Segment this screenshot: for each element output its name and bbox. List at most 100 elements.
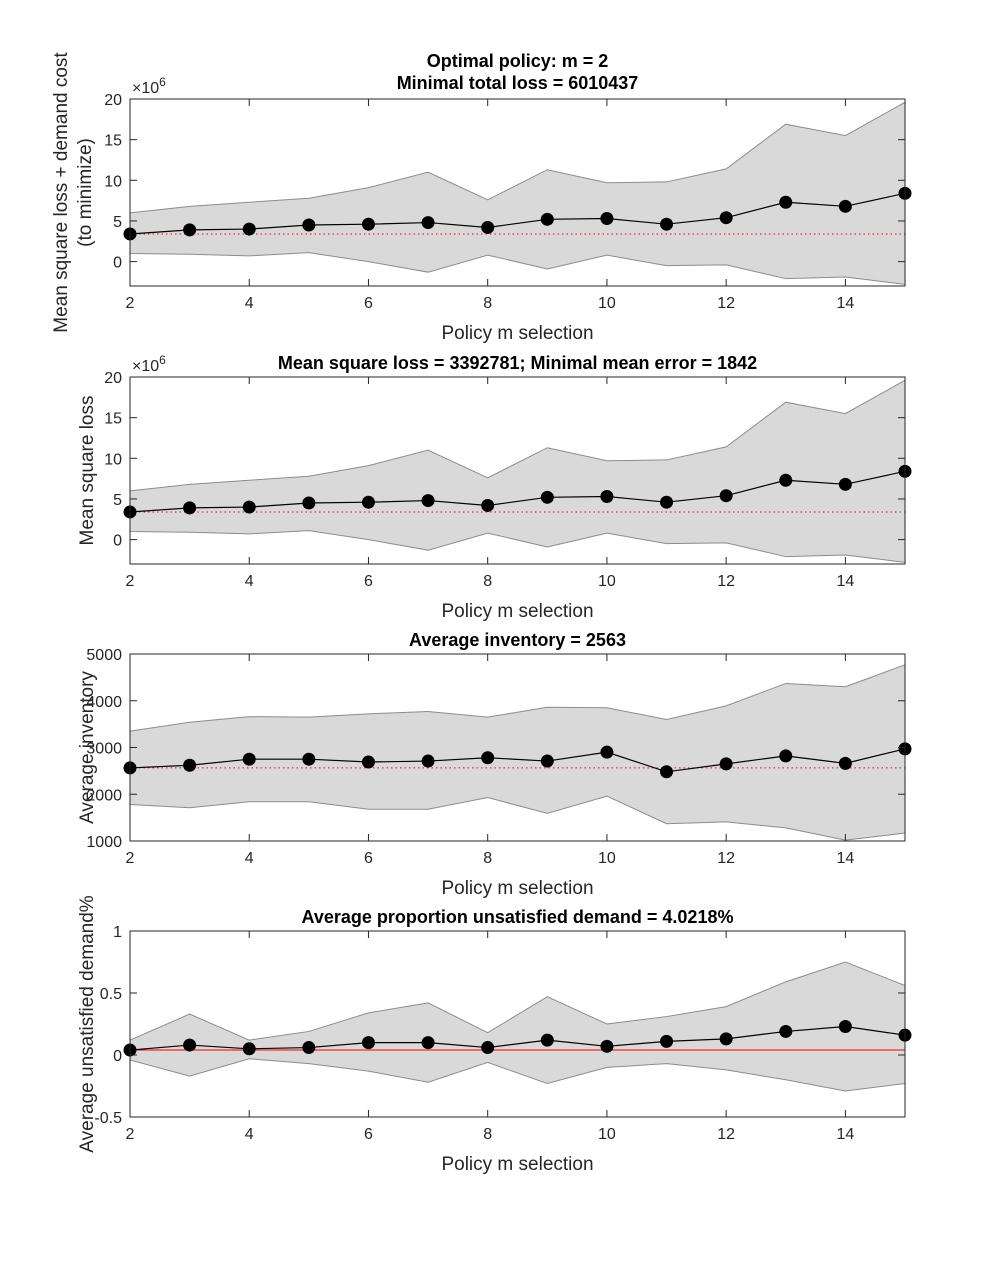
x-tick-label: 6 — [364, 850, 373, 867]
x-tick-label: 2 — [126, 850, 135, 867]
x-tick-label: 6 — [364, 573, 373, 590]
chart-title: Minimal total loss = 6010437 — [397, 73, 639, 93]
data-point — [242, 222, 256, 236]
y-tick-label: 0.5 — [100, 986, 122, 1003]
x-tick-label: 8 — [483, 1126, 492, 1143]
data-point — [719, 757, 733, 771]
data-point — [719, 489, 733, 503]
data-point — [838, 1019, 852, 1033]
data-point — [719, 211, 733, 225]
x-tick-label: 2 — [126, 295, 135, 312]
data-point — [302, 496, 316, 510]
data-point — [361, 217, 375, 231]
y-tick-label: 3000 — [86, 741, 122, 758]
y-tick-label: 5 — [113, 214, 122, 231]
x-tick-label: 4 — [245, 573, 254, 590]
data-point — [481, 1041, 495, 1055]
y-axis-label: (to minimize) — [75, 138, 96, 247]
y-tick-label: 0 — [113, 1048, 122, 1065]
x-tick-label: 4 — [245, 850, 254, 867]
y-axis-label: Mean square loss + demand cost — [51, 52, 72, 333]
mean-line — [130, 748, 905, 773]
y-scale-factor: ×106 — [132, 353, 166, 375]
x-axis-label: Policy m selection — [441, 601, 593, 622]
y-tick-label: 20 — [104, 92, 122, 109]
x-tick-label: 4 — [245, 295, 254, 312]
data-point — [242, 1042, 256, 1056]
mean-line — [130, 192, 905, 235]
x-axis-label: Policy m selection — [441, 1154, 593, 1175]
data-point — [660, 495, 674, 509]
y-tick-label: 5 — [113, 492, 122, 509]
data-point — [838, 477, 852, 491]
data-point — [183, 758, 197, 772]
x-tick-label: 2 — [126, 573, 135, 590]
x-tick-label: 2 — [126, 1126, 135, 1143]
data-point — [660, 1034, 674, 1048]
x-tick-label: 12 — [717, 295, 735, 312]
y-tick-label: 20 — [104, 370, 122, 387]
x-tick-label: 6 — [364, 295, 373, 312]
y-scale-factor-base: ×10 — [132, 358, 159, 375]
y-tick-label: 15 — [104, 133, 122, 150]
y-axis-label: Average inventory — [77, 671, 98, 824]
data-point — [660, 765, 674, 779]
chart-title: Mean square loss = 3392781; Minimal mean… — [278, 353, 757, 373]
y-tick-label: 4000 — [86, 694, 122, 711]
plot-content — [130, 377, 905, 564]
axes-box — [129, 376, 906, 565]
y-tick-label: 15 — [104, 411, 122, 428]
x-tick-label: 14 — [836, 295, 854, 312]
data-point — [779, 1024, 793, 1038]
y-tick-label: 10 — [104, 173, 122, 190]
mean-line — [130, 470, 905, 513]
data-point — [779, 195, 793, 209]
confidence-band — [130, 101, 905, 285]
chart-title: Average proportion unsatisfied demand = … — [302, 907, 734, 927]
confidence-band — [130, 961, 905, 1092]
data-point — [540, 490, 554, 504]
x-tick-label: 10 — [598, 295, 616, 312]
y-tick-label: 1 — [113, 924, 122, 941]
plot-content — [130, 99, 905, 286]
data-point — [600, 1039, 614, 1053]
y-tick-label: 5000 — [86, 647, 122, 664]
data-point — [421, 494, 435, 508]
data-point — [838, 756, 852, 770]
y-scale-factor-exponent: 6 — [159, 353, 166, 367]
axes-box — [129, 98, 906, 287]
data-point — [481, 220, 495, 234]
data-point — [361, 755, 375, 769]
data-point — [302, 752, 316, 766]
y-tick-label: -0.5 — [94, 1110, 122, 1127]
data-point — [600, 745, 614, 759]
data-point — [421, 1036, 435, 1050]
data-point — [421, 754, 435, 768]
data-point — [302, 218, 316, 232]
axes-box — [129, 930, 906, 1118]
data-point — [660, 217, 674, 231]
x-axis-label: Policy m selection — [441, 323, 593, 344]
x-tick-label: 12 — [717, 1126, 735, 1143]
x-tick-label: 10 — [598, 1126, 616, 1143]
data-point — [838, 199, 852, 213]
y-scale-factor-base: ×10 — [132, 80, 159, 97]
data-point — [242, 500, 256, 514]
data-point — [540, 212, 554, 226]
y-tick-label: 2000 — [86, 787, 122, 804]
data-point — [600, 490, 614, 504]
data-point — [361, 1036, 375, 1050]
data-point — [481, 751, 495, 765]
x-tick-label: 10 — [598, 573, 616, 590]
y-scale-factor: ×106 — [132, 75, 166, 97]
chart-panel-4: 2 4 6 8 10 12 14 -0.5 0 0.5 1 Average proportion un… — [77, 895, 912, 1175]
x-tick-label: 12 — [717, 850, 735, 867]
plot-content — [130, 931, 905, 1117]
data-point — [242, 752, 256, 766]
x-tick-label: 8 — [483, 573, 492, 590]
y-tick-label: 1000 — [86, 834, 122, 851]
data-point — [183, 1038, 197, 1052]
